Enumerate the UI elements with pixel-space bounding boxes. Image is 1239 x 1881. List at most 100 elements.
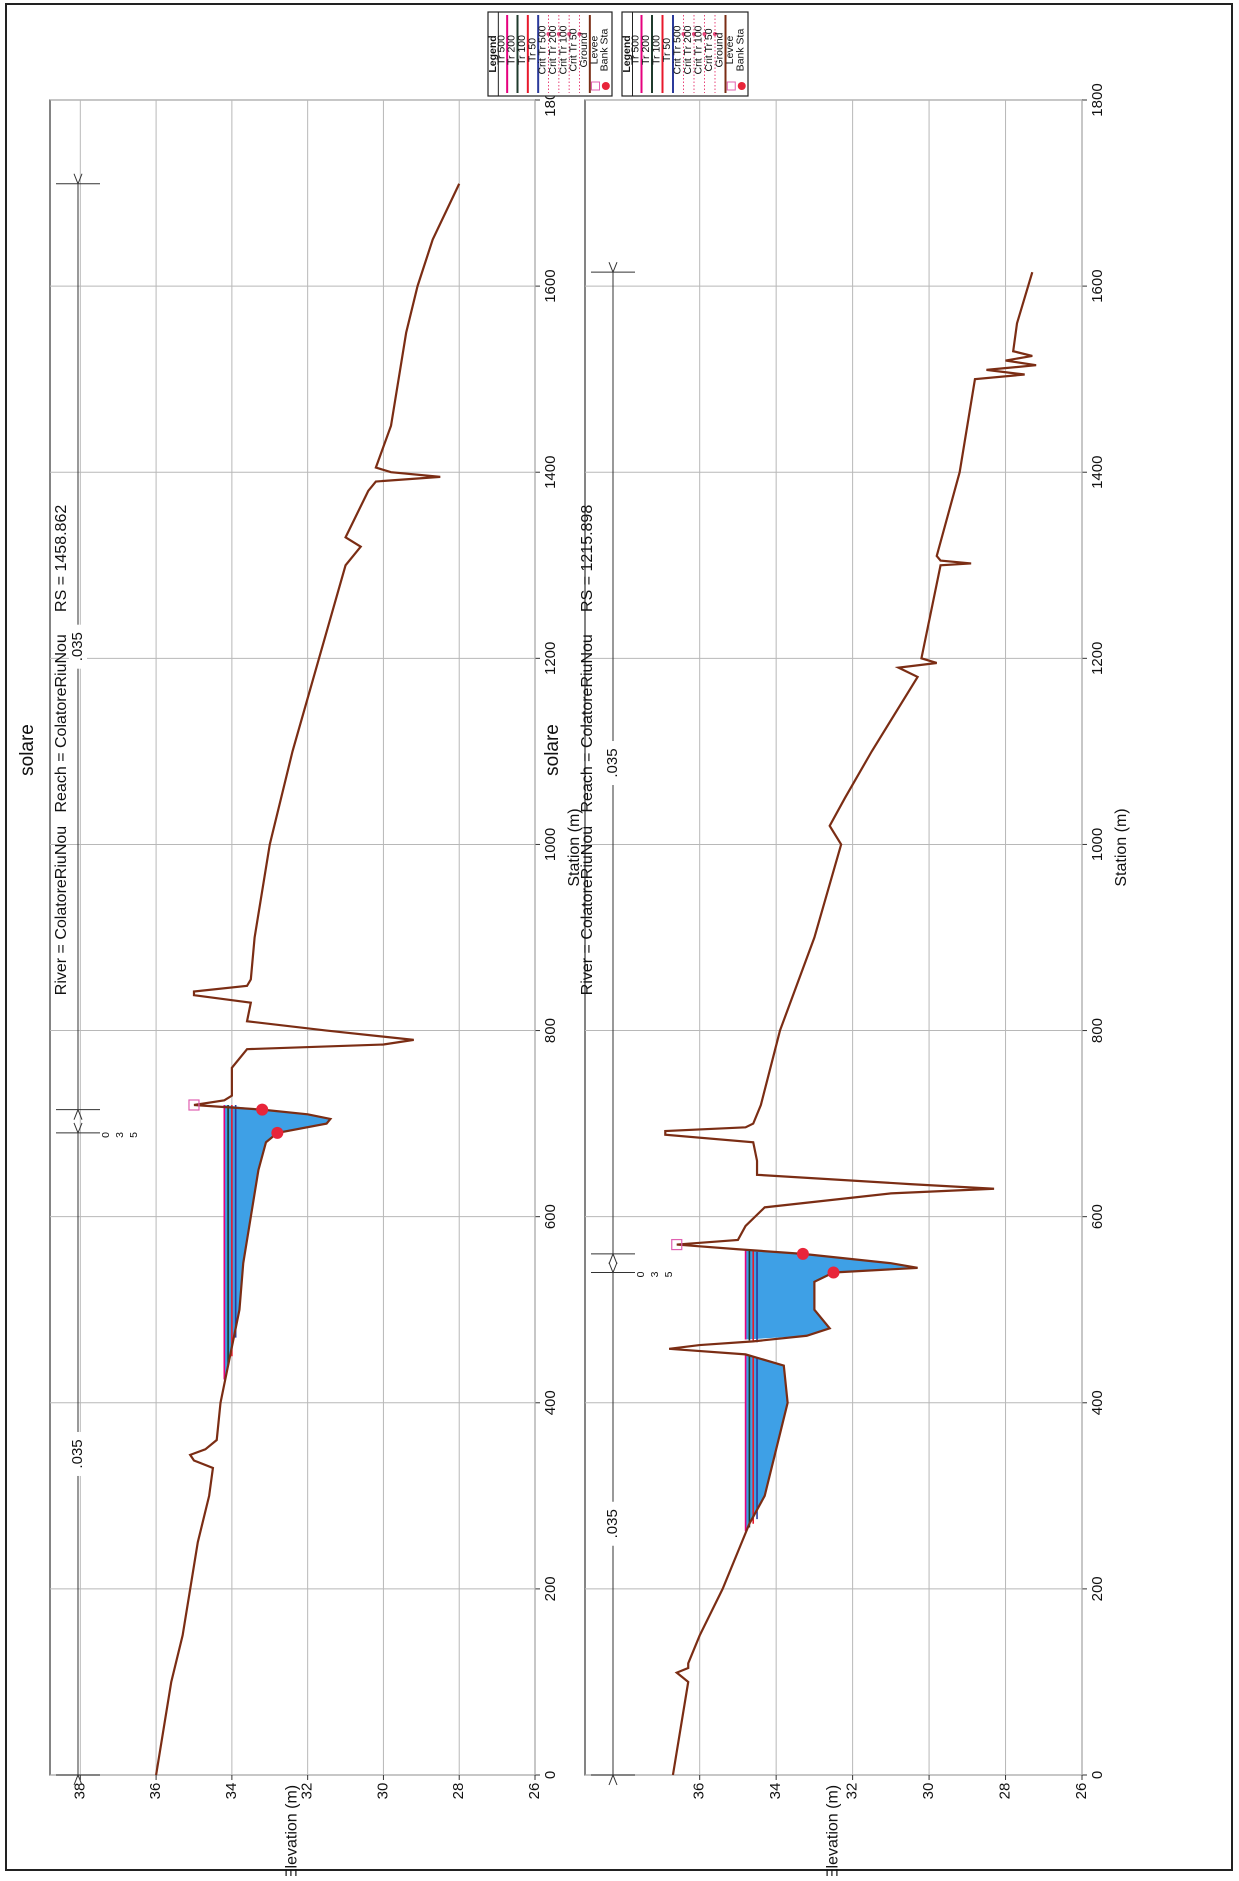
bank-label: 3 (114, 1132, 126, 1138)
levee-marker (671, 1238, 683, 1251)
legend-label: Tr 200 (640, 35, 652, 65)
x-tick-label: 800 (1089, 1018, 1106, 1043)
legend-swatch (577, 32, 582, 36)
arrow-head (608, 1773, 618, 1786)
arrow-head (608, 1252, 618, 1265)
y-axis-label: Elevation (m) (825, 1785, 842, 1876)
y-tick-label: 34 (767, 1783, 784, 1800)
legend-label: Crit Tr 200 (547, 25, 559, 74)
bank-label: 5 (663, 1271, 675, 1277)
roughness-label: .035 (604, 748, 621, 777)
legend-swatch (702, 32, 707, 36)
legend-swatch (546, 32, 551, 36)
legend-label: Tr 500 (630, 35, 642, 65)
legend-label: Crit Tr 200 (682, 25, 694, 74)
y-tick-label: 32 (844, 1783, 861, 1800)
x-tick-label: 600 (1089, 1204, 1106, 1229)
legend-label: Levee (724, 36, 736, 65)
arrow-head (608, 1262, 618, 1274)
legend-swatch (601, 82, 610, 90)
y-tick-label: 38 (71, 1783, 88, 1800)
roughness-label: .035 (69, 1439, 86, 1468)
arrow-head (73, 1122, 83, 1135)
x-tick-label: 1400 (1089, 456, 1106, 489)
x-tick-label: 1600 (1089, 269, 1106, 302)
y-tick-label: 28 (450, 1783, 467, 1800)
label-bg (604, 741, 622, 786)
x-tick-label: 1200 (542, 642, 559, 675)
legend-label: Tr 50 (661, 38, 673, 62)
bank-station (271, 1126, 284, 1139)
chart-subtitle: River = ColatoreRiuNou Reach = ColatoreR… (579, 505, 596, 996)
x-axis-label: Station (m) (1113, 808, 1130, 886)
y-tick-label: 36 (691, 1783, 708, 1800)
chart-title: solare (542, 724, 563, 776)
bank-label: 0 (635, 1271, 647, 1277)
bank-station (256, 1103, 269, 1116)
x-tick-label: 1600 (542, 269, 559, 302)
roughness-label: .035 (69, 632, 86, 661)
x-axis-label: Station (m) (566, 808, 583, 886)
legend-swatch (713, 32, 717, 36)
y-tick-label: 30 (374, 1783, 391, 1800)
x-tick-label: 1000 (1089, 828, 1106, 861)
y-tick-label: 36 (147, 1783, 164, 1800)
water-fill (224, 1105, 331, 1380)
y-tick-label: 26 (1073, 1783, 1090, 1800)
x-tick-label: 800 (542, 1018, 559, 1043)
water-fill (745, 1249, 918, 1340)
x-tick-label: 1800 (1089, 83, 1106, 116)
ground-line (155, 183, 461, 1776)
x-tick-label: 0 (542, 1771, 559, 1779)
legend-label: Tr 500 (495, 35, 507, 65)
bank-label: 5 (128, 1132, 140, 1138)
levee-marker (188, 1099, 200, 1111)
legend-label: Ground (578, 32, 590, 67)
legend-title: Legend (621, 35, 633, 72)
legend-label: Levee (588, 36, 600, 65)
x-tick-label: 200 (1089, 1576, 1106, 1601)
legend-label: Tr 100 (516, 35, 528, 65)
arrow-head (73, 1773, 83, 1786)
ground-line (664, 271, 1037, 1776)
y-axis-label: Elevation (m) (284, 1785, 301, 1876)
legend-label: Crit Tr 500 (672, 25, 684, 74)
legend-label: Tr 200 (506, 35, 518, 65)
arrow-head (73, 173, 83, 186)
plot-area (49, 99, 536, 1776)
x-tick-label: 1400 (542, 456, 559, 489)
x-tick-label: 400 (542, 1390, 559, 1415)
bank-label: 3 (649, 1271, 661, 1277)
arrow-head (608, 261, 618, 274)
page-frame (5, 3, 1233, 1871)
x-tick-label: 0 (1089, 1771, 1106, 1779)
legend-label: Bank Sta (735, 29, 747, 72)
x-tick-label: 200 (542, 1576, 559, 1601)
label-bg (604, 1501, 622, 1546)
legend-label: Crit Tr 100 (693, 25, 705, 74)
legend-label: Tr 100 (651, 35, 663, 65)
legend-swatch (591, 81, 600, 91)
label-bg (69, 1431, 87, 1476)
y-tick-label: 32 (299, 1783, 316, 1800)
y-tick-label: 34 (223, 1783, 240, 1800)
x-tick-label: 400 (1089, 1390, 1106, 1415)
legend-swatch (567, 32, 572, 36)
legend-label: Crit Tr 50 (568, 28, 580, 71)
chart-title: solare (17, 724, 38, 776)
legend-swatch (737, 82, 746, 90)
label-bg (69, 624, 87, 669)
bank-station (827, 1266, 840, 1279)
bank-label: 0 (100, 1132, 112, 1138)
arrow-head (73, 1108, 83, 1120)
x-tick-label: 600 (542, 1204, 559, 1229)
legend-label: Ground (714, 32, 726, 67)
y-tick-label: 30 (920, 1783, 937, 1800)
legend-label: Tr 50 (526, 38, 538, 62)
legend-label: Crit Tr 100 (557, 25, 569, 74)
x-tick-label: 1200 (1089, 642, 1106, 675)
x-tick-label: 1000 (542, 828, 559, 861)
legend-swatch (556, 32, 561, 36)
